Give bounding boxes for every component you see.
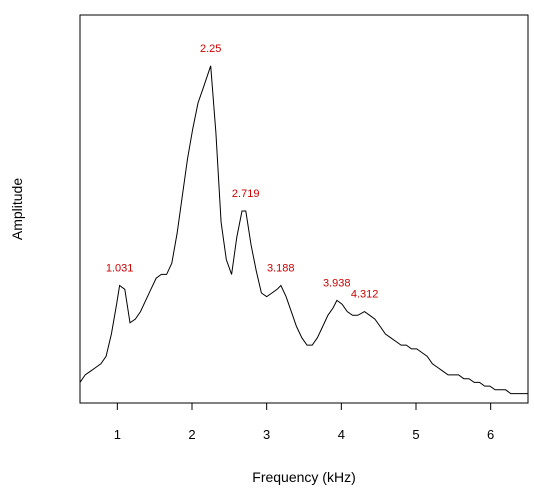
- peak-label: 4.312: [351, 289, 379, 301]
- peak-label: 3.188: [267, 263, 295, 275]
- spectrum-line: [79, 65, 528, 395]
- x-axis-title: Frequency (kHz): [252, 469, 355, 485]
- peak-label: 3.938: [323, 277, 351, 289]
- x-tick-label: 1: [114, 427, 121, 442]
- x-tick-label: 3: [263, 427, 270, 442]
- x-tick-label: 5: [412, 427, 419, 442]
- peak-label: 2.25: [200, 43, 221, 55]
- x-axis: 1 2 3 4 5 6: [79, 14, 529, 442]
- peak-label: 1.031: [106, 263, 134, 275]
- x-tick-label: 6: [487, 427, 494, 442]
- peak-label: 2.719: [232, 188, 260, 200]
- y-axis-title: Amplitude: [9, 178, 25, 240]
- x-tick-label: 4: [338, 427, 345, 442]
- plot-frame: [79, 14, 529, 404]
- x-tick-label: 2: [188, 427, 195, 442]
